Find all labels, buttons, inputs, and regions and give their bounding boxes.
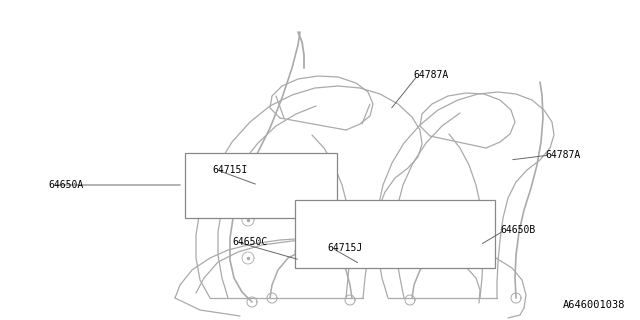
Bar xyxy=(295,200,495,268)
Bar xyxy=(185,153,337,218)
Text: 64715I: 64715I xyxy=(212,165,247,175)
Text: 64787A: 64787A xyxy=(545,150,580,160)
Text: 64787A: 64787A xyxy=(413,70,448,80)
Text: 64715J: 64715J xyxy=(327,243,362,253)
Text: 64650C: 64650C xyxy=(232,237,268,247)
Text: 64650A: 64650A xyxy=(48,180,83,190)
Text: A646001038: A646001038 xyxy=(563,300,625,310)
Text: 64650B: 64650B xyxy=(500,225,535,235)
